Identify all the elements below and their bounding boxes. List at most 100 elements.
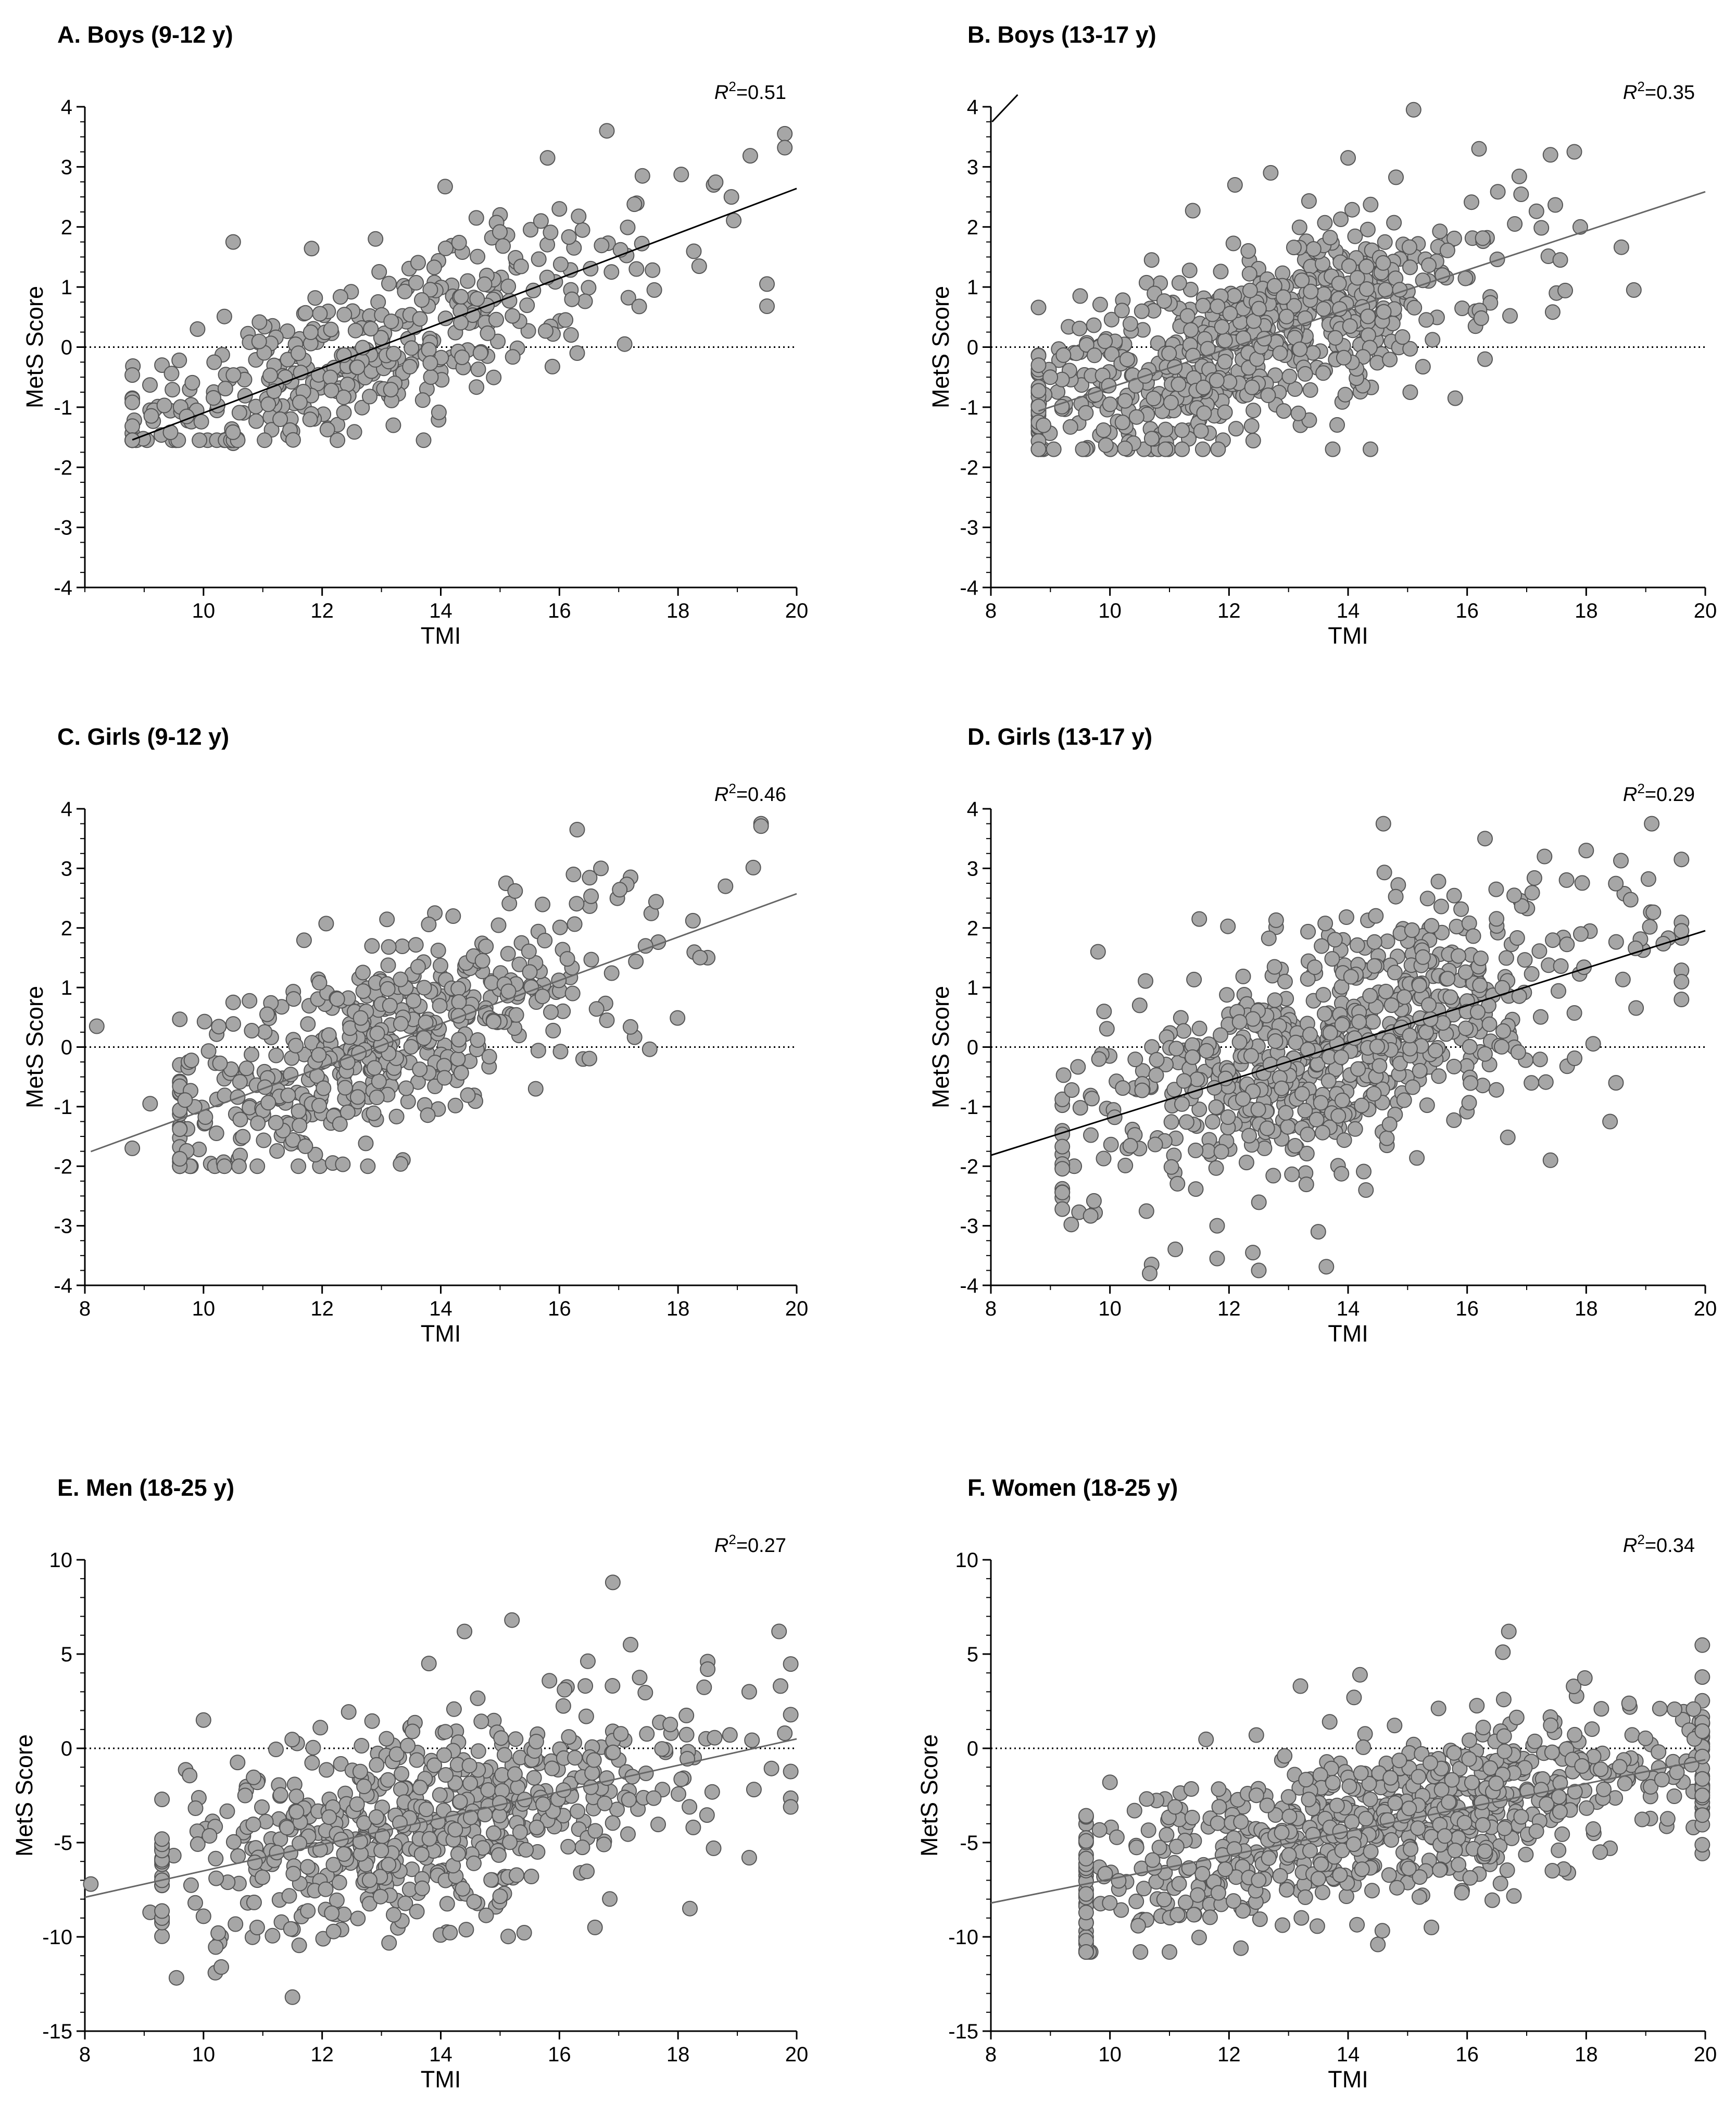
- data-point: [450, 981, 467, 997]
- data-point: [1314, 1884, 1330, 1900]
- data-point: [490, 917, 507, 933]
- data-point: [1423, 1755, 1438, 1771]
- data-point: [511, 956, 527, 972]
- data-point: [1300, 1126, 1316, 1143]
- data-point: [1246, 403, 1262, 419]
- data-point: [1191, 1101, 1207, 1118]
- data-point: [235, 1129, 251, 1145]
- data-point: [558, 312, 574, 328]
- data-point: [1280, 1119, 1296, 1135]
- data-point: [381, 939, 397, 955]
- data-point: [1189, 1071, 1205, 1087]
- data-point: [1320, 1073, 1337, 1089]
- data-point: [339, 1104, 356, 1120]
- data-point: [1272, 1868, 1288, 1884]
- data-point: [623, 1636, 638, 1653]
- data-point: [124, 1140, 141, 1156]
- data-point: [1310, 1224, 1326, 1240]
- data-point: [355, 983, 371, 999]
- data-point: [650, 1817, 666, 1833]
- data-point: [1446, 887, 1462, 904]
- data-point: [1276, 403, 1292, 419]
- x-tick-label: 20: [1694, 1297, 1717, 1320]
- data-point: [1402, 341, 1418, 357]
- data-point: [1585, 1821, 1601, 1837]
- data-point: [1316, 1006, 1332, 1022]
- data-point: [1431, 1068, 1447, 1084]
- data-point: [297, 1138, 313, 1154]
- data-point: [380, 1772, 396, 1788]
- data-point: [1532, 1009, 1549, 1025]
- data-point: [124, 367, 141, 383]
- data-point: [1313, 1856, 1329, 1872]
- data-point: [1509, 930, 1525, 946]
- data-point: [1542, 147, 1558, 163]
- data-point: [1338, 909, 1354, 925]
- data-point: [394, 938, 410, 954]
- data-point: [1694, 1771, 1710, 1787]
- data-point: [330, 432, 346, 448]
- y-tick-label: -4: [54, 1274, 72, 1297]
- data-point: [523, 222, 538, 238]
- data-point: [1496, 1743, 1513, 1759]
- data-point: [124, 432, 141, 448]
- data-point: [1477, 1046, 1493, 1062]
- data-point: [470, 1743, 486, 1759]
- data-point: [1458, 1020, 1474, 1036]
- data-point: [332, 1116, 348, 1132]
- data-point: [323, 382, 339, 398]
- data-point: [1510, 1044, 1526, 1060]
- data-point: [124, 394, 141, 410]
- data-point: [1303, 283, 1319, 299]
- data-point: [1552, 1804, 1568, 1820]
- x-tick-label: 14: [1337, 1297, 1360, 1320]
- data-point: [1651, 1744, 1667, 1760]
- data-point: [1626, 282, 1642, 298]
- data-point: [530, 1043, 546, 1059]
- data-point: [436, 1747, 452, 1763]
- data-point: [217, 1158, 232, 1174]
- data-point: [420, 1107, 436, 1123]
- data-point: [1528, 1823, 1544, 1839]
- data-point: [1148, 1067, 1164, 1083]
- data-point: [1495, 1023, 1511, 1039]
- data-point: [773, 1678, 788, 1694]
- x-tick-label: 18: [1575, 1297, 1598, 1320]
- data-point: [1518, 1846, 1534, 1862]
- data-point: [362, 389, 378, 405]
- data-point: [1666, 1788, 1682, 1804]
- y-tick-label: -1: [54, 1096, 72, 1119]
- data-point: [1379, 933, 1395, 949]
- data-point: [361, 1872, 378, 1888]
- data-point: [356, 1779, 372, 1794]
- data-point: [453, 1065, 469, 1081]
- data-point: [1078, 1850, 1094, 1867]
- data-point: [1302, 382, 1318, 398]
- data-point: [1365, 1013, 1381, 1030]
- data-point: [1351, 1014, 1367, 1030]
- data-point: [678, 1707, 695, 1723]
- data-point: [673, 1771, 689, 1787]
- data-point: [1209, 1218, 1225, 1234]
- data-point: [285, 432, 301, 448]
- data-point: [1507, 216, 1523, 232]
- x-axis-label: TMI: [421, 1320, 461, 1347]
- data-point: [504, 1612, 520, 1628]
- data-point: [1447, 390, 1463, 406]
- x-tick-label: 8: [79, 2043, 91, 2066]
- r-squared-label: R2=0.27: [714, 1532, 786, 1557]
- data-point: [1277, 973, 1293, 990]
- chart-title: B. Boys (13-17 y): [967, 21, 1156, 48]
- data-point: [346, 424, 362, 440]
- data-point: [393, 1781, 409, 1797]
- data-point: [692, 949, 708, 966]
- data-point: [451, 1032, 467, 1048]
- data-point: [723, 189, 739, 205]
- data-point: [1054, 1138, 1071, 1155]
- data-point: [184, 374, 200, 391]
- data-point: [1301, 1792, 1317, 1808]
- data-point: [1376, 304, 1392, 320]
- data-point: [1128, 1893, 1144, 1909]
- y-tick-label: 1: [967, 977, 978, 999]
- data-point: [410, 959, 426, 975]
